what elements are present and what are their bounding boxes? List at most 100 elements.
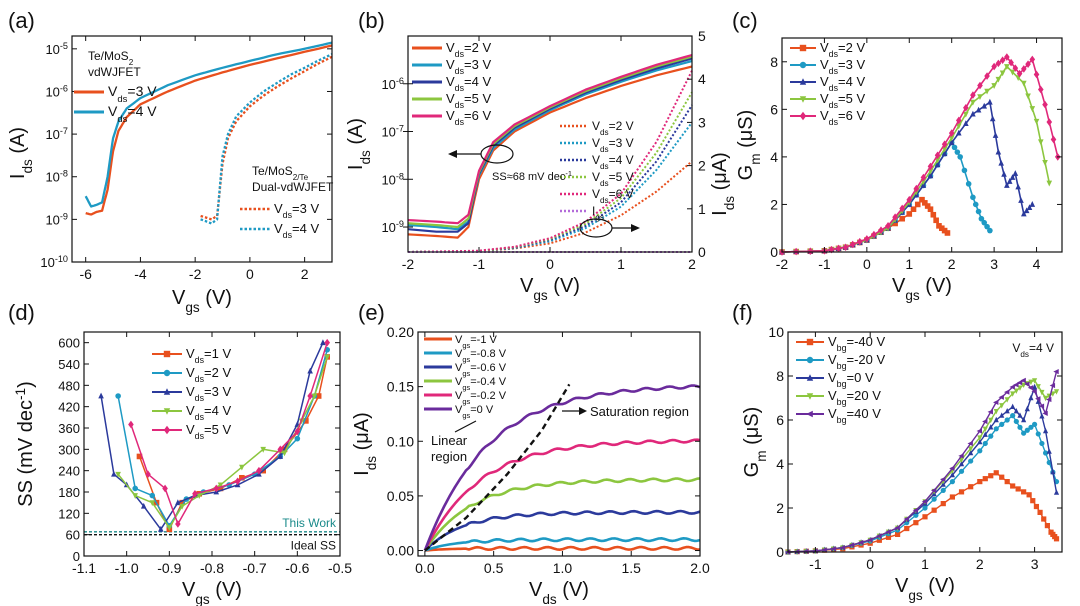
data-point — [1035, 396, 1041, 402]
data-point — [1033, 118, 1040, 125]
data-point — [115, 393, 121, 399]
legend-label: Vds=5 V — [446, 91, 491, 110]
data-point — [914, 201, 921, 208]
series-line — [407, 55, 693, 229]
data-point — [921, 498, 928, 504]
panel-f: -1 0 1 2 3 0 2 4 6 8 10 Vgs (V) Gm (μS) Vds=4 V Vbg=-4… — [741, 324, 1063, 603]
y-tick-label: 60 — [66, 528, 80, 543]
data-point — [1039, 440, 1045, 447]
data-point — [311, 393, 318, 400]
data-point — [1027, 385, 1034, 391]
data-point — [806, 410, 813, 418]
data-point — [1032, 421, 1038, 427]
series-line — [407, 57, 693, 233]
data-point — [955, 116, 962, 125]
series-line — [407, 59, 693, 231]
data-point — [895, 531, 901, 537]
data-point — [892, 220, 898, 227]
y-tick-label: 0.10 — [387, 433, 414, 449]
data-point — [933, 217, 939, 224]
data-point — [136, 453, 143, 460]
y2-axis-label: Ids (μA) — [709, 152, 737, 216]
x-tick-label: -0.6 — [285, 560, 309, 576]
x-axis-label: Vgs (V) — [520, 275, 580, 303]
series-line — [85, 44, 333, 216]
y-tick-label: 360 — [58, 421, 80, 436]
panel-label: (c) — [732, 8, 758, 33]
data-point — [899, 215, 906, 222]
x-tick-label: -1.1 — [72, 560, 96, 576]
legend-label: Vds=4 V — [274, 221, 319, 240]
data-point — [984, 223, 990, 230]
y-tick-label: 10 — [768, 324, 784, 340]
y-tick-label: 120 — [58, 506, 80, 521]
data-point — [936, 223, 942, 229]
data-point — [934, 161, 941, 168]
data-point — [799, 61, 807, 69]
data-point — [1017, 385, 1023, 391]
data-point — [1021, 489, 1027, 495]
x-tick-label: 0 — [863, 256, 871, 272]
data-point — [970, 99, 976, 106]
data-point — [1042, 160, 1048, 166]
data-point — [277, 445, 284, 454]
data-point — [1021, 80, 1027, 87]
data-point — [920, 173, 927, 182]
data-point — [1012, 170, 1019, 176]
annotation-saturation: Saturation region — [590, 404, 689, 419]
legend-label: Vbg=40 V — [828, 406, 881, 425]
data-point — [957, 154, 963, 160]
data-point — [930, 211, 937, 218]
data-point — [906, 195, 913, 204]
data-point — [910, 206, 917, 212]
series-line — [200, 53, 333, 225]
data-point — [999, 421, 1005, 427]
legend-label: Vds=2 V — [446, 40, 491, 59]
data-point — [1025, 93, 1031, 100]
data-point — [951, 144, 958, 151]
annotation-linear: region — [431, 449, 467, 464]
data-point — [981, 219, 988, 226]
plot-frame — [417, 331, 701, 557]
panel-label: (e) — [358, 300, 385, 325]
series-line — [423, 438, 701, 552]
data-point — [922, 505, 928, 511]
y2-tick-label: 0 — [698, 244, 706, 260]
data-point — [999, 70, 1006, 77]
data-point — [993, 416, 999, 423]
data-point — [995, 76, 1002, 83]
y-tick-label: 10-5 — [45, 41, 68, 57]
legend-title: vdWJFET — [88, 65, 141, 79]
data-point — [1016, 380, 1023, 386]
y-tick-label: 600 — [58, 336, 80, 351]
data-point — [260, 446, 266, 453]
data-point — [885, 534, 892, 540]
data-point — [1004, 479, 1010, 485]
data-point — [958, 453, 964, 459]
x-tick-label: 1.5 — [621, 560, 641, 576]
data-point — [1042, 410, 1048, 416]
data-point — [993, 399, 999, 405]
data-point — [1053, 489, 1060, 495]
data-point — [912, 507, 919, 513]
series-line — [781, 198, 949, 253]
data-point — [1024, 381, 1030, 387]
y-tick-label: 10-8 — [45, 169, 68, 185]
data-point — [835, 244, 842, 253]
y-tick-label: 300 — [58, 442, 80, 457]
data-point — [930, 487, 937, 493]
legend-label: Vds=4 V — [446, 74, 491, 93]
data-point — [988, 433, 994, 439]
data-point — [885, 529, 891, 535]
data-point — [949, 494, 955, 500]
x-tick-label: 1 — [921, 556, 929, 572]
series-line — [424, 537, 701, 552]
data-point — [1050, 468, 1056, 475]
series-line — [781, 101, 1033, 253]
data-point — [163, 369, 171, 377]
legend-label: Vds=2 V — [820, 40, 865, 59]
data-point — [179, 499, 185, 506]
data-point — [878, 226, 884, 235]
data-point — [256, 466, 262, 475]
